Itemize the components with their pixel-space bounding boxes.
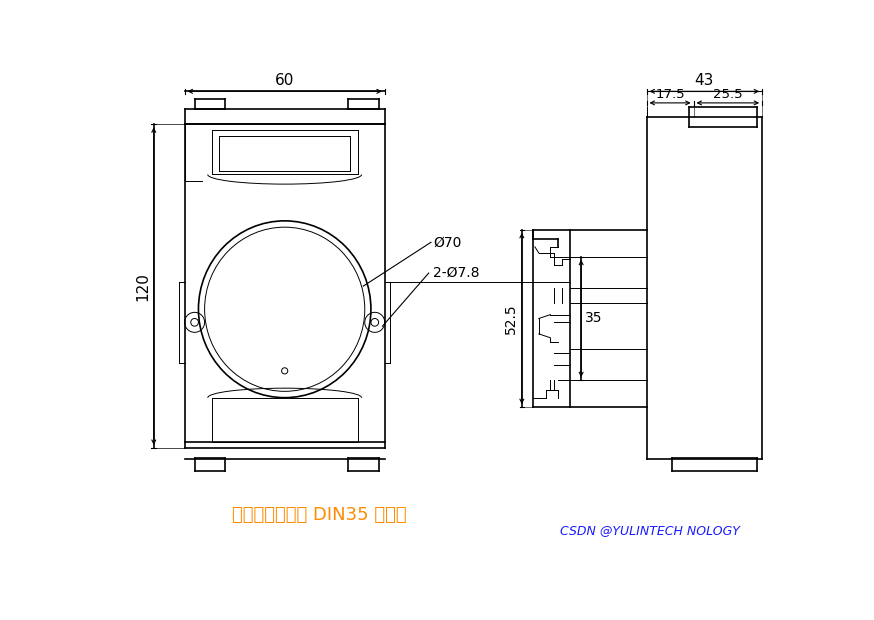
Text: 25.5: 25.5 (713, 87, 743, 100)
Text: 43: 43 (695, 73, 714, 88)
Text: 60: 60 (275, 73, 295, 88)
Text: 2-Ø7.8: 2-Ø7.8 (434, 266, 480, 280)
Text: Ø70: Ø70 (434, 235, 461, 249)
Text: 可以安装在标准 DIN35 导轨上: 可以安装在标准 DIN35 导轨上 (232, 506, 406, 524)
Text: 120: 120 (135, 272, 150, 301)
Text: 17.5: 17.5 (656, 87, 685, 100)
Text: 35: 35 (585, 311, 602, 326)
Text: 52.5: 52.5 (504, 303, 518, 334)
Text: CSDN @YULINTECH NOLOGY: CSDN @YULINTECH NOLOGY (560, 524, 740, 537)
